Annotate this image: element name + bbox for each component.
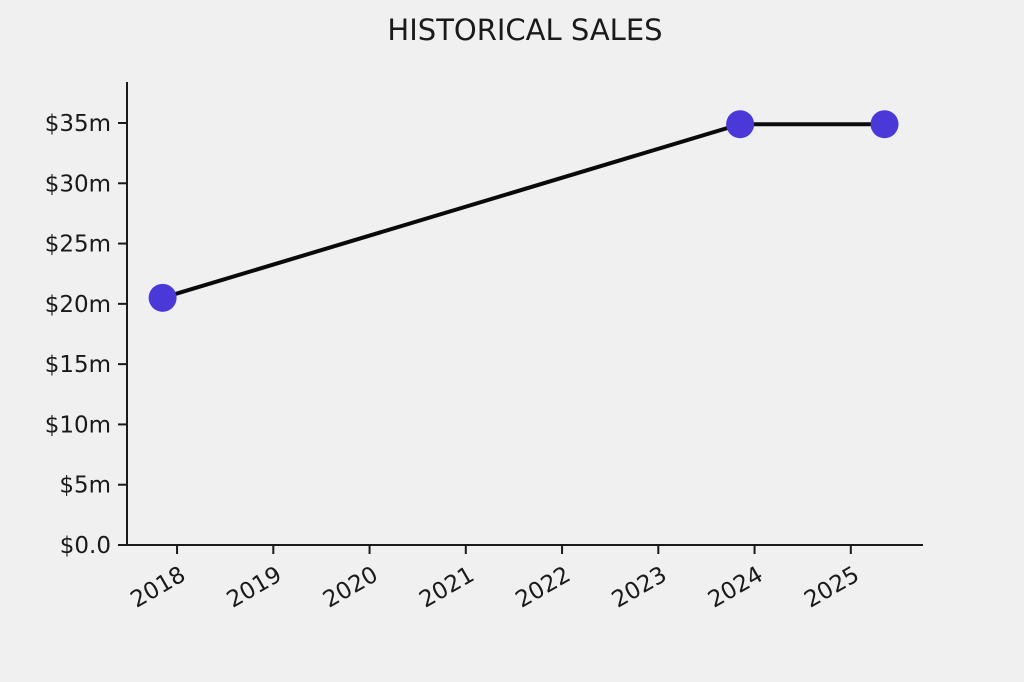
y-tick-label: $20m — [45, 292, 111, 318]
data-point — [726, 110, 755, 139]
chart-title: HISTORICAL SALES — [387, 13, 662, 47]
data-point — [870, 110, 899, 139]
y-tick-label: $30m — [45, 171, 111, 197]
data-point — [148, 283, 177, 312]
y-tick-label: $15m — [45, 352, 111, 378]
y-tick-label: $10m — [45, 412, 111, 438]
y-tick-label: $0.0 — [60, 533, 111, 559]
y-tick-label: $5m — [59, 473, 111, 499]
y-tick-label: $25m — [45, 232, 111, 258]
y-tick-label: $35m — [45, 111, 111, 137]
